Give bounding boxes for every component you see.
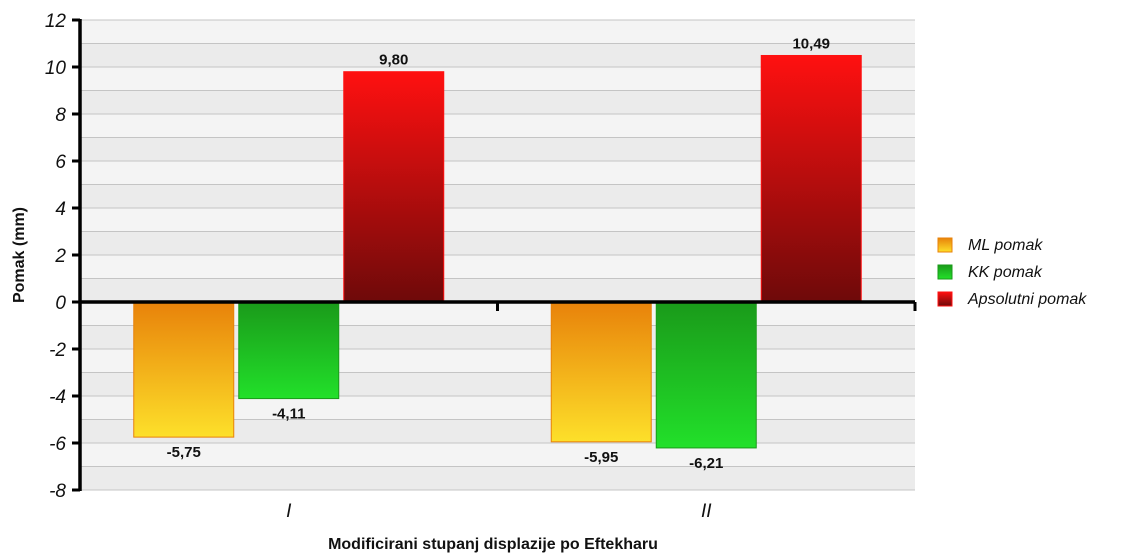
- legend-swatch: [937, 291, 953, 307]
- bar-ml-2: [550, 301, 652, 443]
- grid-band: [80, 67, 915, 91]
- y-tick-label: 10: [45, 58, 67, 79]
- data-labels: -5,75 -4,11 9,80 -5,95 -6,21 10,49: [167, 35, 830, 471]
- grid-band: [80, 90, 915, 114]
- grid-band: [80, 278, 915, 302]
- data-label: 9,80: [379, 52, 408, 69]
- grid-band: [80, 184, 915, 208]
- grid-band: [80, 231, 915, 255]
- legend: ML pomak KK pomak Apsolutni pomak: [937, 237, 1087, 308]
- y-tick-label: -4: [49, 387, 66, 408]
- bar-kk-1: [238, 301, 340, 400]
- grid-band: [80, 208, 915, 232]
- y-tick-label: 0: [55, 293, 66, 314]
- y-tick-label: -2: [49, 340, 66, 361]
- legend-label: KK pomak: [968, 264, 1043, 281]
- grid-band: [80, 466, 915, 490]
- grid-band: [80, 255, 915, 279]
- axes: [72, 18, 917, 492]
- legend-swatch: [937, 264, 953, 280]
- y-tick-label: -6: [49, 434, 66, 455]
- bar-apsolutni-2: [760, 54, 862, 303]
- y-tick-label: 2: [54, 246, 66, 267]
- x-axis-title: Modificirani stupanj displazije po Eftek…: [328, 536, 658, 553]
- legend-swatch: [937, 237, 953, 253]
- grid-band: [80, 43, 915, 67]
- grid-band: [80, 20, 915, 44]
- legend-label: Apsolutni pomak: [967, 291, 1087, 308]
- bar-ml-1: [133, 301, 235, 438]
- y-tick-label: -8: [49, 481, 66, 502]
- grid-band: [80, 443, 915, 467]
- grid-band: [80, 161, 915, 185]
- grid-band: [80, 137, 915, 161]
- grid-band: [80, 114, 915, 138]
- y-tick-label: 8: [55, 105, 66, 126]
- y-tick-labels: 12 10 8 6 4 2 0 -2 -4 -6 -8: [45, 11, 67, 502]
- x-category-labels: I II: [286, 501, 712, 522]
- data-label: -6,21: [689, 455, 723, 472]
- bar-apsolutni-1: [343, 71, 445, 303]
- bars: [133, 54, 862, 449]
- gridlines: [80, 19, 915, 491]
- bar-kk-2: [655, 301, 757, 449]
- y-tick-label: 12: [45, 11, 67, 32]
- x-category-label: I: [286, 501, 292, 522]
- y-axis-title: Pomak (mm): [11, 207, 28, 303]
- data-label: -5,95: [584, 449, 618, 466]
- legend-label: ML pomak: [968, 237, 1043, 254]
- y-tick-label: 6: [55, 152, 66, 173]
- data-label: -4,11: [272, 406, 305, 423]
- y-tick-label: 4: [55, 199, 66, 220]
- x-category-label: II: [701, 501, 712, 522]
- data-label: 10,49: [792, 35, 830, 52]
- data-label: -5,75: [167, 444, 201, 461]
